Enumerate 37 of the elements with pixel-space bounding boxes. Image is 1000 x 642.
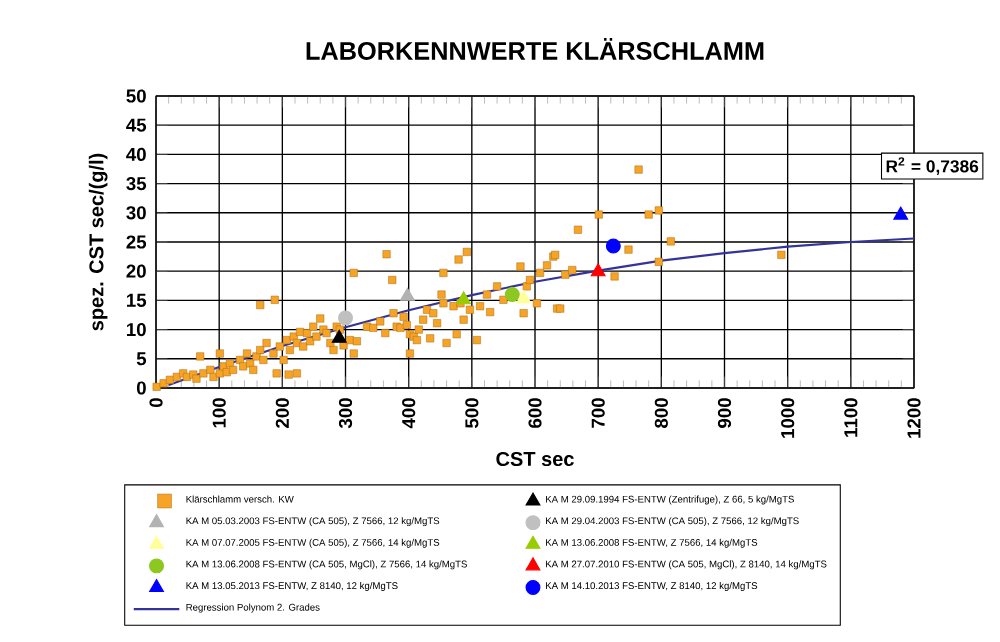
x-tick-label: 800 [654,398,668,428]
x-tick-label: 500 [465,398,479,428]
point [331,329,347,343]
point [399,287,415,301]
y-tick-label: 25 [126,235,147,249]
y-tick-label: 40 [126,147,146,161]
y-tick-label: 30 [126,206,146,220]
y-tick-label: 15 [127,293,147,307]
y-tick-label: 50 [126,89,146,103]
y-tick-label: 10 [127,323,146,337]
x-tick-label: 300 [338,398,353,429]
y-tick-label: 5 [136,352,147,366]
point [504,287,520,303]
chart-title: LABORKENNWERTE KLÄRSCHLAMM [306,38,764,60]
y-axis-title: spez. CST sec/(g/l) [88,153,108,331]
y-tick-label: 20 [126,264,146,278]
point [516,290,532,304]
x-tick-label: 100 [212,398,226,428]
x-axis-title: CST sec [496,451,574,467]
x-tick-label: 600 [528,398,542,428]
x-tick-label: 1200 [907,398,921,438]
x-tick-label: 1100 [844,398,858,437]
x-tick-label: 1000 [781,398,795,438]
y-tick-label: 35 [126,177,147,191]
y-tick-label: 0 [136,381,146,395]
point [456,291,472,305]
point [338,310,353,326]
point [590,263,606,277]
x-tick-label: 900 [717,398,732,428]
x-tick-label: 0 [149,398,163,408]
x-tick-label: 700 [591,398,605,428]
x-tick-label: 400 [402,398,416,429]
point [605,238,621,254]
x-tick-label: 200 [275,398,289,428]
point [893,206,909,220]
y-tick-label: 45 [126,118,147,132]
annotation: R$^{2}$ = 0,7386 [886,157,979,175]
